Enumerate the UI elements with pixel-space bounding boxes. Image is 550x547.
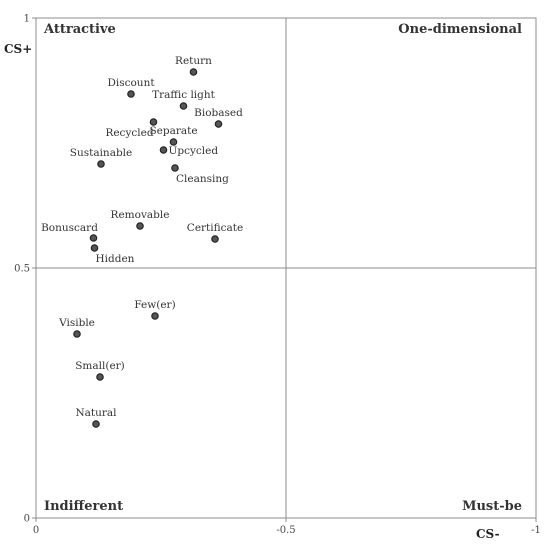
data-point-recycled [149,118,158,126]
x-tick-label: 0 [33,525,39,536]
y-tick-label: 0.5 [14,264,30,275]
quadrant-labels: Attractive One-dimensional Indifferent M… [43,22,522,514]
data-point-label: Few(er) [134,299,175,311]
data-points [73,68,223,428]
data-point-cleansing [171,164,179,172]
data-point-label: Sustainable [70,147,133,159]
data-point-hidden [90,244,99,252]
data-point-label: Small(er) [75,360,125,372]
y-tick-label: 1 [24,14,30,25]
data-point-biobased [214,120,223,128]
x-tick-label: -0.5 [276,525,295,536]
quadrant-label-attractive: Attractive [43,22,116,37]
data-point-sustainable [97,160,105,168]
data-point-small-er [96,373,104,381]
data-point-label: Upcycled [169,145,219,157]
data-point-label: Biobased [194,107,243,119]
data-point-label: Natural [75,407,117,419]
data-point-label: Visible [58,317,95,329]
data-point-label: Removable [111,209,170,221]
data-point-label: Traffic light [152,89,216,101]
data-point-label: Hidden [96,253,135,265]
data-point-certificate [211,235,219,243]
data-point-separate [169,138,178,146]
data-point-label: Return [175,55,212,67]
axis-ticks: 0 -0.5 -1 0 0.5 1 [14,14,541,537]
data-point-label: Separate [149,125,197,137]
data-point-label: Discount [107,77,155,89]
y-tick-label: 0 [24,514,30,525]
data-point-few-er [151,312,159,320]
data-point-bonuscard [89,234,98,242]
data-point-traffic-light [179,102,188,110]
data-point-label: Bonuscard [41,222,98,234]
y-axis-title: CS+ [4,42,32,56]
plot-frame [35,17,537,519]
data-point-label: Cleansing [176,173,229,185]
data-point-removable [136,222,144,230]
x-tick-label: -1 [531,525,541,536]
data-point-return [189,68,198,76]
quadrant-label-one-dimensional: One-dimensional [398,22,522,37]
data-point-discount [127,90,135,98]
data-point-label: Certificate [187,222,243,234]
data-point-label: Recycled [105,127,153,139]
x-axis-title: CS- [476,527,500,541]
quadrant-label-must-be: Must-be [462,499,522,514]
quadrant-label-indifferent: Indifferent [44,499,123,514]
data-point-visible [73,330,81,338]
data-point-natural [92,420,100,428]
data-point-upcycled [159,146,168,154]
